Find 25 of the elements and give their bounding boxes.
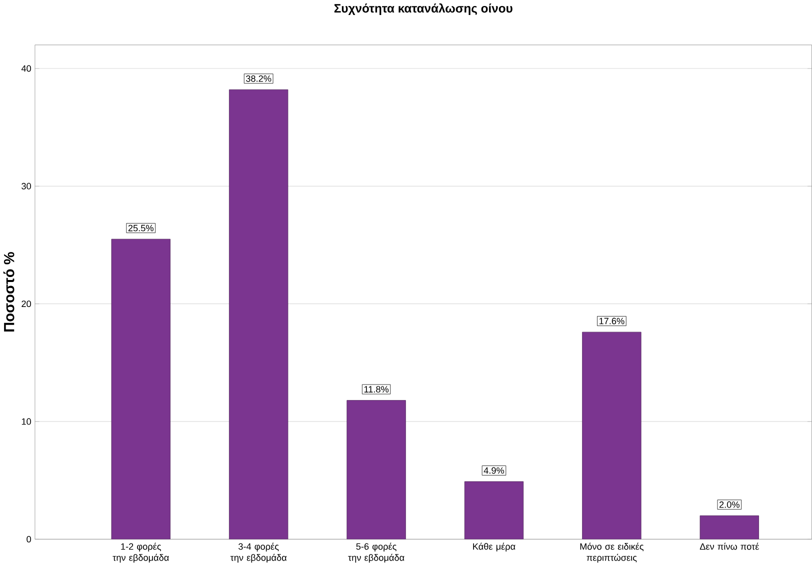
y-axis-title: Ποσοστό % — [3, 252, 14, 332]
y-tick-label: 20 — [22, 300, 32, 308]
bar — [464, 481, 524, 540]
data-label: 11.8% — [364, 386, 389, 393]
data-label: 17.6% — [599, 318, 624, 324]
y-tick-label: 30 — [22, 182, 32, 190]
y-tick-label: 40 — [21, 65, 32, 72]
bar — [582, 332, 642, 540]
x-tick-label: Κάθε μέρα — [473, 542, 516, 552]
x-tick-label: 3-4 φορές την εβδομάδα — [230, 542, 287, 563]
bar — [111, 238, 170, 540]
bar — [700, 515, 759, 540]
data-label: 2.0% — [719, 501, 740, 508]
chart-title: Συχνότητα κατανάλωσης οίνου — [334, 3, 512, 15]
y-tick-label: 0 — [26, 536, 32, 542]
data-label: 4.9% — [484, 467, 504, 474]
bar — [229, 89, 288, 540]
y-tick-label: 10 — [22, 418, 32, 425]
x-tick-label: Μόνο σε ειδικές περιπτώσεις — [580, 542, 644, 563]
data-label: 25.5% — [128, 224, 154, 232]
bar — [346, 400, 406, 540]
x-tick-label: 5-6 φορές την εβδομάδα — [348, 542, 404, 563]
x-tick-label: Δεν πίνω ποτέ — [700, 542, 760, 550]
x-tick-label: 1-2 φορές την εβδομάδα — [112, 542, 169, 563]
data-label: 38.2% — [246, 75, 272, 82]
